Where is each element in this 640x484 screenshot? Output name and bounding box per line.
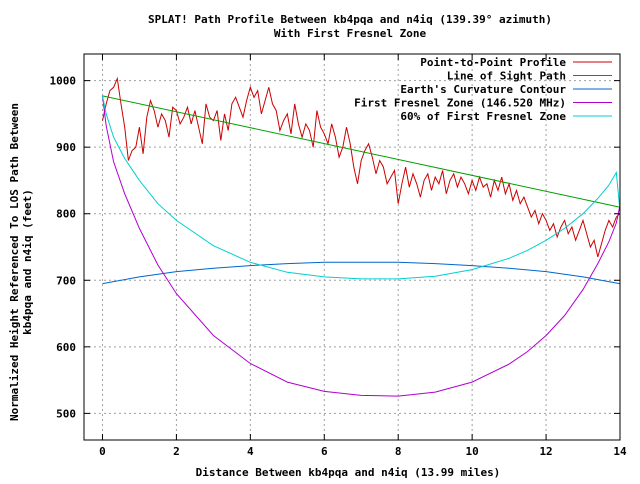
y-tick-label: 800 [56,208,76,221]
y-tick-label: 700 [56,274,76,287]
legend-label-2: Earth's Curvature Contour [400,83,566,96]
x-axis-label: Distance Between kb4pqa and n4iq (13.99 … [196,466,501,479]
series-lines [102,76,621,397]
x-tick-label: 2 [173,445,180,458]
y-tick-label: 600 [56,341,76,354]
x-tick-label: 4 [247,445,254,458]
grid-lines [84,54,620,440]
x-tick-label: 6 [321,445,328,458]
chart-title-line-2: With First Fresnel Zone [274,27,427,40]
y-tick-label: 900 [56,141,76,154]
series-line-4 [102,95,621,280]
y-tick-label: 1000 [50,75,77,88]
legend-label-1: Line of Sight Path [447,70,566,83]
plot-frame [83,53,621,441]
series-line-2 [102,261,620,285]
x-tick-label: 12 [539,445,552,458]
axes: 0 2 4 6 8 10 12 14 500 600 700 800 900 1000 [50,53,627,458]
chart-title-line-1: SPLAT! Path Profile Between kb4pqa and n… [148,13,552,26]
x-tick-label: 10 [466,445,479,458]
series-line-0 [102,76,620,258]
x-tick-label: 14 [613,445,627,458]
y-axis-label-line-1: Normalized Height Referenced To LOS Path… [8,103,21,421]
y-tick-label: 500 [56,407,76,420]
x-tick-label: 8 [395,445,402,458]
series-line-1 [102,95,620,208]
y-axis-label-line-2: kb4pqa and n4iq (feet) [21,189,34,335]
legend-label-4: 60% of First Fresnel Zone [400,110,566,123]
series-line-3 [102,95,621,397]
legend-label-0: Point-to-Point Profile [420,56,566,69]
x-tick-label: 0 [99,445,106,458]
legend-label-3: First Fresnel Zone (146.520 MHz) [354,97,566,110]
